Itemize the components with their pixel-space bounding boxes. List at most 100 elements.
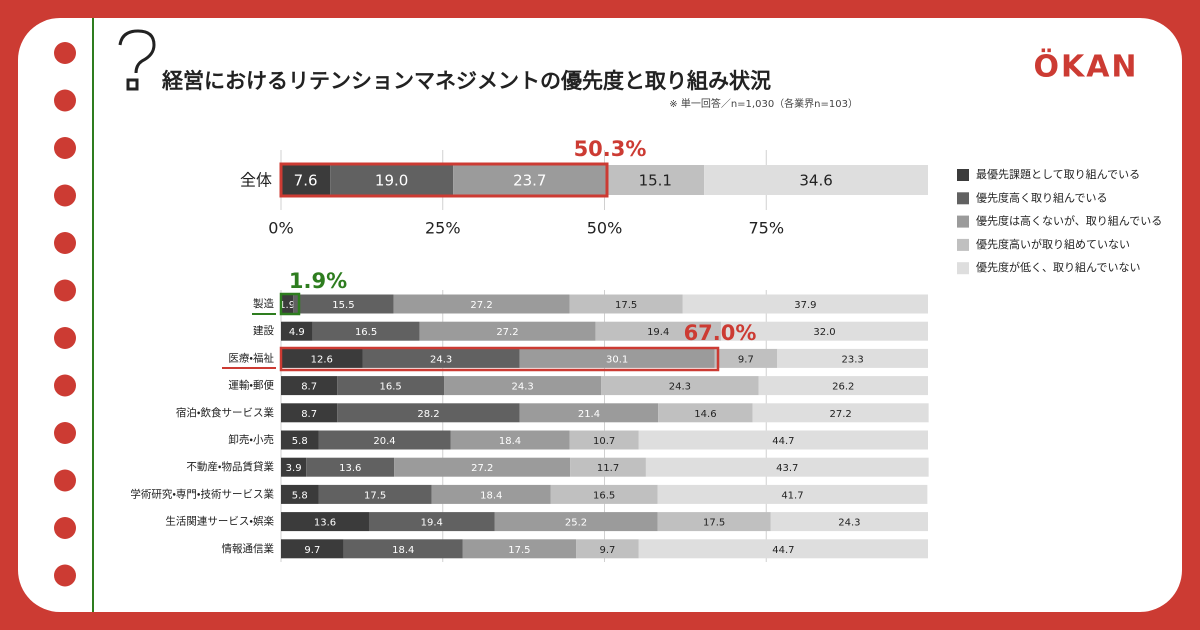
data-label: 19.4 — [421, 518, 443, 529]
bar-segment — [318, 430, 451, 450]
data-label: 37.9 — [794, 300, 816, 311]
binder-hole — [54, 184, 76, 207]
bar-segment — [714, 348, 778, 368]
category-label: 運輸・郵便 — [228, 379, 274, 392]
data-label: 30.1 — [606, 354, 628, 365]
binder-hole — [54, 517, 76, 539]
legend: 最優先課題として取り組んでいる優先度高く取り組んでいる優先度は高くないが、取り組… — [957, 168, 1162, 275]
legend-swatch — [957, 238, 969, 251]
bar-segment — [657, 484, 928, 504]
data-label: 21.4 — [578, 409, 600, 420]
data-label: 12.6 — [311, 354, 333, 365]
bar-segment — [362, 348, 520, 368]
binder-hole — [54, 564, 76, 587]
data-label: 23.3 — [841, 354, 863, 365]
data-label: 7.6 — [294, 172, 318, 190]
data-label: 8.7 — [301, 382, 317, 393]
data-label: 17.5 — [703, 518, 725, 529]
binder-hole — [54, 137, 76, 159]
data-label: 3.9 — [286, 463, 302, 474]
data-label: 25.2 — [565, 518, 587, 529]
bar-segment — [281, 294, 294, 314]
data-label: 24.3 — [838, 518, 860, 529]
category-label: 全体 — [240, 171, 272, 190]
binder-hole — [54, 89, 76, 112]
bar-segment — [281, 321, 313, 341]
bar-segment — [704, 165, 928, 195]
bar-segment — [394, 457, 571, 477]
bar-segment — [306, 457, 395, 477]
bar-segment — [431, 484, 551, 504]
bar-segment — [570, 457, 646, 477]
bar-segment — [330, 165, 454, 195]
bar-segment — [569, 430, 639, 450]
data-label: 16.5 — [355, 327, 377, 338]
data-label: 24.3 — [512, 382, 534, 393]
data-label: 11.7 — [597, 463, 619, 474]
data-label: 43.7 — [776, 463, 798, 474]
data-label: 32.0 — [813, 327, 835, 338]
data-label: 20.4 — [373, 436, 395, 447]
data-label: 24.3 — [430, 354, 452, 365]
category-label: 建設 — [253, 325, 274, 337]
bar-segment — [595, 321, 721, 341]
bar-segment — [720, 321, 928, 341]
bar-segment — [318, 484, 432, 504]
data-label: 26.2 — [832, 382, 854, 393]
annotation: 67.0% — [684, 321, 757, 345]
data-label: 9.7 — [599, 545, 615, 556]
data-label: 28.2 — [417, 409, 439, 420]
data-label: 44.7 — [772, 545, 794, 556]
data-label: 9.7 — [304, 545, 320, 556]
data-label: 14.6 — [694, 409, 716, 420]
binder-hole — [54, 469, 76, 492]
data-label: 17.5 — [615, 300, 637, 311]
x-tick-label: 0% — [268, 219, 293, 238]
bar-segment — [281, 376, 338, 396]
data-label: 13.6 — [339, 463, 361, 474]
bar-segment — [281, 430, 319, 450]
bar-segment — [281, 403, 338, 423]
data-label: 13.6 — [314, 518, 336, 529]
bar-segment — [638, 430, 928, 450]
bar-segment — [550, 484, 658, 504]
legend-swatch — [957, 215, 969, 228]
data-label: 23.7 — [513, 172, 546, 190]
category-label: 情報通信業 — [222, 542, 275, 555]
bar-segment — [281, 348, 363, 368]
question-dot — [126, 78, 139, 91]
legend-label: 優先度は高くないが、取り組んでいる — [976, 214, 1162, 228]
category-label: 製造 — [253, 297, 274, 310]
data-label: 15.1 — [639, 172, 672, 190]
bar-segment — [444, 376, 602, 396]
bar-segment — [770, 512, 928, 532]
bar-segment — [638, 539, 928, 559]
bar-segment — [453, 165, 607, 195]
data-label: 44.7 — [772, 436, 794, 447]
data-label: 16.5 — [380, 382, 402, 393]
data-label: 5.8 — [292, 436, 308, 447]
data-label: 17.5 — [508, 545, 530, 556]
bar-segment — [281, 457, 307, 477]
bar-segment — [281, 539, 344, 559]
bar-segment — [450, 430, 570, 450]
legend-label: 最優先課題として取り組んでいる — [976, 168, 1140, 181]
bar-segment — [519, 403, 659, 423]
title: 経営におけるリテンションマネジメントの優先度と取り組み状況 — [161, 69, 771, 93]
data-label: 16.5 — [593, 490, 615, 501]
category-label: 不動産・物品賃貸業 — [186, 460, 274, 473]
data-label: 8.7 — [301, 409, 317, 420]
binder-hole — [54, 232, 76, 254]
bar-segment — [569, 294, 683, 314]
binder-hole — [54, 374, 76, 397]
brand-logo: ÖKAN — [1033, 48, 1138, 85]
data-label: 5.8 — [292, 490, 308, 501]
data-label: 27.2 — [830, 409, 852, 420]
data-label: 18.4 — [499, 436, 521, 447]
bar-segment — [462, 539, 577, 559]
bar-segment — [758, 376, 928, 396]
bar-segment — [657, 512, 771, 532]
bar-segment — [752, 403, 929, 423]
category-label: 宿泊・飲食サービス業 — [176, 406, 275, 419]
